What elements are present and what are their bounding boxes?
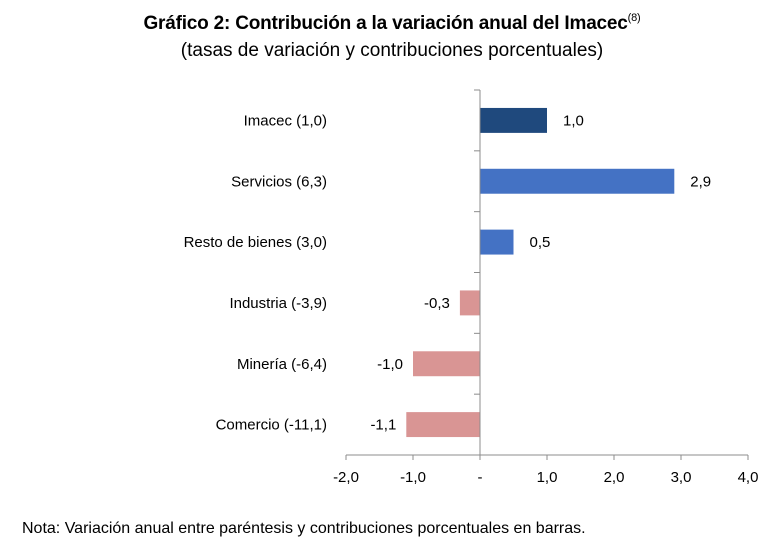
data-label-5: -1,1 — [370, 417, 396, 434]
value-axis-tick-label-0: -2,0 — [333, 469, 359, 486]
value-axis-tick-label-6: 4,0 — [738, 469, 759, 486]
chart-note: Nota: Variación anual entre paréntesis y… — [22, 520, 586, 537]
data-label-3: -0,3 — [424, 295, 450, 312]
data-label-2: 0,5 — [530, 234, 551, 251]
value-axis-tick-label-2: - — [478, 469, 483, 486]
category-label-5: Comercio (-11,1) — [216, 417, 327, 434]
bar-4 — [413, 351, 480, 377]
bar-5 — [406, 412, 480, 438]
bar-0 — [480, 107, 547, 133]
bars-group — [406, 107, 675, 438]
chart-title-footnote: (8) — [627, 12, 641, 24]
chart-title: Gráfico 2: Contribución a la variación a… — [0, 12, 784, 35]
value-axis-tick-label-4: 2,0 — [604, 469, 625, 486]
value-axis-tick-label-1: -1,0 — [400, 469, 426, 486]
category-label-2: Resto de bienes (3,0) — [184, 234, 327, 251]
category-label-0: Imacec (1,0) — [244, 112, 327, 129]
data-label-4: -1,0 — [377, 356, 403, 373]
category-label-4: Minería (-6,4) — [237, 356, 327, 373]
value-axis-tick-label-3: 1,0 — [537, 469, 558, 486]
chart-subtitle: (tasas de variación y contribuciones por… — [180, 40, 604, 61]
bar-1 — [480, 168, 675, 194]
axes-group — [345, 89, 749, 460]
data-label-1: 2,9 — [690, 173, 711, 190]
data-label-0: 1,0 — [563, 112, 584, 129]
category-label-3: Industria (-3,9) — [229, 295, 327, 312]
bar-2 — [480, 229, 514, 255]
value-axis-tick-label-5: 3,0 — [671, 469, 692, 486]
chart-title-text: Gráfico 2: Contribución a la variación a… — [143, 13, 628, 34]
labels-group: Imacec (1,0) 1,0 Servicios (6,3) 2,9 Resto d… — [184, 112, 759, 486]
bar-3 — [459, 290, 480, 316]
category-label-1: Servicios (6,3) — [231, 173, 327, 190]
